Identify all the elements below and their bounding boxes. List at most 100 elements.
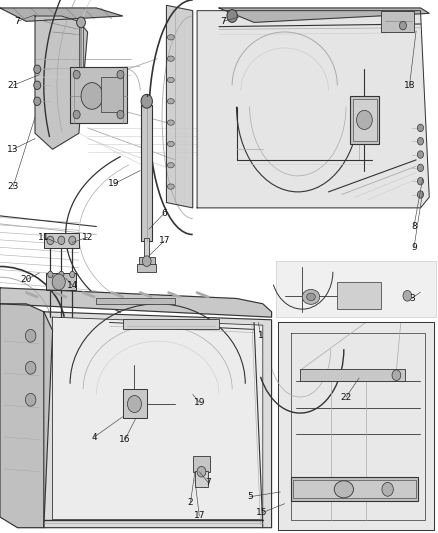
Ellipse shape — [117, 110, 124, 119]
Ellipse shape — [417, 151, 424, 158]
Bar — [293, 480, 416, 498]
Text: 2: 2 — [188, 498, 193, 506]
Ellipse shape — [227, 10, 237, 22]
Ellipse shape — [34, 81, 41, 90]
Bar — [123, 319, 219, 329]
Bar — [96, 298, 175, 304]
Bar — [46, 273, 76, 290]
Text: 21: 21 — [7, 81, 19, 90]
Ellipse shape — [25, 361, 36, 374]
Bar — [123, 389, 147, 418]
Text: 7: 7 — [220, 17, 226, 26]
Ellipse shape — [117, 70, 124, 79]
Polygon shape — [53, 317, 263, 520]
Ellipse shape — [399, 21, 406, 30]
Ellipse shape — [127, 395, 141, 413]
Bar — [70, 67, 127, 123]
Text: 5: 5 — [247, 492, 253, 501]
Text: 7: 7 — [14, 17, 21, 26]
Polygon shape — [44, 312, 272, 528]
Ellipse shape — [25, 393, 36, 406]
Ellipse shape — [417, 164, 424, 172]
Text: 8: 8 — [411, 222, 417, 231]
Ellipse shape — [73, 110, 80, 119]
Ellipse shape — [307, 293, 315, 301]
Ellipse shape — [417, 138, 424, 145]
Text: 4: 4 — [92, 433, 97, 441]
Text: 17: 17 — [159, 237, 170, 245]
Bar — [353, 99, 377, 141]
Text: 6: 6 — [161, 209, 167, 217]
Polygon shape — [0, 8, 123, 21]
Polygon shape — [166, 5, 193, 208]
Text: 13: 13 — [7, 145, 19, 154]
Ellipse shape — [47, 236, 54, 245]
Ellipse shape — [382, 482, 393, 496]
Ellipse shape — [167, 99, 174, 104]
Bar — [44, 233, 79, 248]
Ellipse shape — [167, 120, 174, 125]
Ellipse shape — [77, 17, 85, 28]
Bar — [381, 11, 414, 32]
Text: 22: 22 — [340, 393, 352, 401]
Ellipse shape — [48, 271, 53, 278]
Text: 3: 3 — [409, 294, 415, 303]
Ellipse shape — [417, 124, 424, 132]
Text: 15: 15 — [256, 508, 268, 517]
Polygon shape — [278, 322, 434, 530]
Ellipse shape — [73, 70, 80, 79]
Ellipse shape — [167, 184, 174, 189]
Ellipse shape — [142, 256, 151, 266]
Text: 9: 9 — [411, 244, 417, 252]
Bar — [141, 105, 152, 241]
Bar — [350, 96, 379, 144]
Text: 7: 7 — [205, 478, 211, 487]
Polygon shape — [197, 11, 429, 208]
Bar — [139, 257, 155, 265]
Text: 11: 11 — [38, 233, 49, 241]
Ellipse shape — [34, 65, 41, 74]
Ellipse shape — [167, 163, 174, 168]
Polygon shape — [219, 8, 429, 22]
Ellipse shape — [167, 56, 174, 61]
Ellipse shape — [141, 94, 152, 108]
Text: 17: 17 — [194, 512, 205, 520]
Text: 20: 20 — [21, 276, 32, 284]
Ellipse shape — [52, 274, 65, 290]
Ellipse shape — [59, 271, 64, 278]
Ellipse shape — [81, 83, 103, 109]
Text: 14: 14 — [67, 281, 78, 289]
Ellipse shape — [392, 370, 401, 381]
Ellipse shape — [302, 289, 320, 304]
Text: 12: 12 — [82, 233, 93, 241]
Bar — [101, 77, 123, 112]
Ellipse shape — [70, 271, 75, 278]
Ellipse shape — [69, 236, 76, 245]
Bar — [276, 261, 436, 317]
Ellipse shape — [197, 466, 206, 477]
Text: 19: 19 — [108, 180, 120, 188]
Ellipse shape — [34, 97, 41, 106]
Bar — [137, 264, 156, 272]
Ellipse shape — [25, 329, 36, 342]
Ellipse shape — [58, 236, 65, 245]
Ellipse shape — [417, 191, 424, 198]
Text: 16: 16 — [119, 435, 131, 444]
Ellipse shape — [403, 290, 412, 301]
Bar — [193, 456, 210, 472]
Text: 23: 23 — [7, 182, 19, 191]
Bar — [77, 92, 85, 99]
Text: 18: 18 — [404, 81, 415, 90]
Ellipse shape — [167, 141, 174, 147]
Ellipse shape — [334, 481, 353, 498]
Ellipse shape — [167, 35, 174, 40]
Ellipse shape — [167, 77, 174, 83]
Polygon shape — [35, 16, 88, 149]
Text: 1: 1 — [258, 332, 264, 340]
Polygon shape — [0, 304, 53, 528]
Bar — [300, 369, 405, 381]
Polygon shape — [291, 333, 425, 520]
Bar — [337, 282, 381, 309]
Bar — [144, 238, 149, 259]
Polygon shape — [0, 288, 272, 317]
